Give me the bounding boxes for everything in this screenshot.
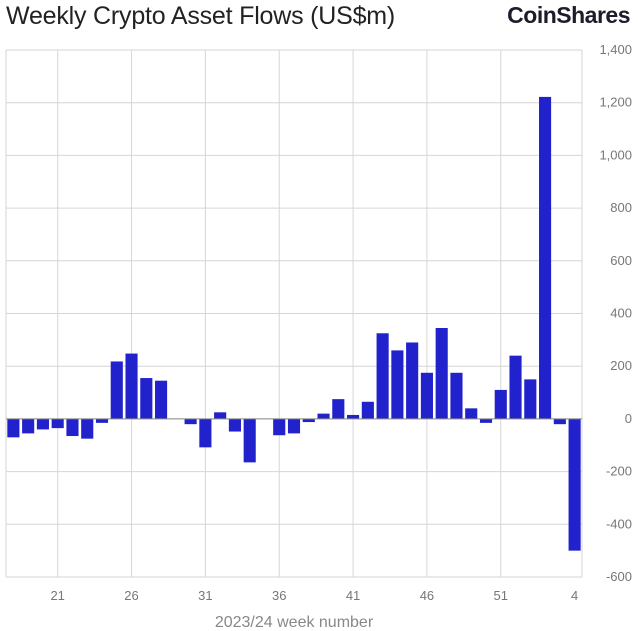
bar: [81, 418, 94, 439]
y-tick-label: -600: [606, 569, 632, 584]
coinshares-logo: CoinShares: [507, 2, 630, 28]
bar: [110, 361, 123, 419]
bar: [568, 418, 581, 551]
bar: [140, 378, 153, 419]
y-tick-label: 1,000: [599, 147, 632, 162]
bar: [36, 418, 49, 430]
chart-title: Weekly Crypto Asset Flows (US$m): [6, 2, 396, 30]
x-tick-label: 4: [571, 588, 578, 603]
bar: [243, 418, 256, 463]
bar: [539, 96, 552, 419]
bar: [494, 389, 507, 419]
bar: [479, 418, 493, 423]
y-tick-label: -200: [606, 464, 632, 479]
bar: [465, 408, 478, 419]
bar: [361, 401, 374, 419]
x-tick-label: 21: [50, 588, 64, 603]
bar: [287, 418, 301, 434]
x-tick-label: 51: [494, 588, 508, 603]
x-tick-label: 36: [272, 588, 286, 603]
x-axis-title: 2023/24 week number: [215, 614, 374, 631]
bar: [420, 372, 433, 419]
bar: [51, 418, 64, 429]
bar: [524, 379, 537, 419]
bar: [450, 372, 463, 419]
bar: [22, 418, 35, 434]
bar: [332, 399, 345, 419]
x-tick-label: 41: [346, 588, 360, 603]
y-tick-label: 600: [610, 253, 632, 268]
y-tick-label: -400: [606, 516, 632, 531]
bar: [7, 418, 20, 438]
bar: [125, 353, 138, 419]
x-tick-label: 46: [420, 588, 434, 603]
bar: [435, 327, 448, 419]
bar: [391, 350, 404, 419]
bar: [214, 412, 227, 419]
bar: [273, 418, 286, 436]
bar: [347, 414, 360, 419]
bar: [406, 342, 419, 419]
bar: [66, 418, 79, 437]
x-tick-label: 26: [124, 588, 138, 603]
bar: [184, 418, 197, 425]
y-tick-label: 1,200: [599, 95, 632, 110]
bar: [553, 418, 566, 425]
bar: [509, 355, 522, 419]
y-tick-label: 0: [625, 411, 632, 426]
y-tick-label: 200: [610, 358, 632, 373]
bar: [302, 418, 315, 423]
bar: [155, 380, 168, 419]
bar: [317, 413, 330, 419]
bar: [228, 418, 241, 432]
bar: [376, 333, 389, 419]
y-tick-label: 400: [610, 306, 632, 321]
y-tick-label: 800: [610, 200, 632, 215]
bar: [95, 418, 109, 423]
bar: [199, 418, 212, 448]
x-tick-label: 31: [198, 588, 212, 603]
y-tick-label: 1,400: [599, 42, 632, 57]
